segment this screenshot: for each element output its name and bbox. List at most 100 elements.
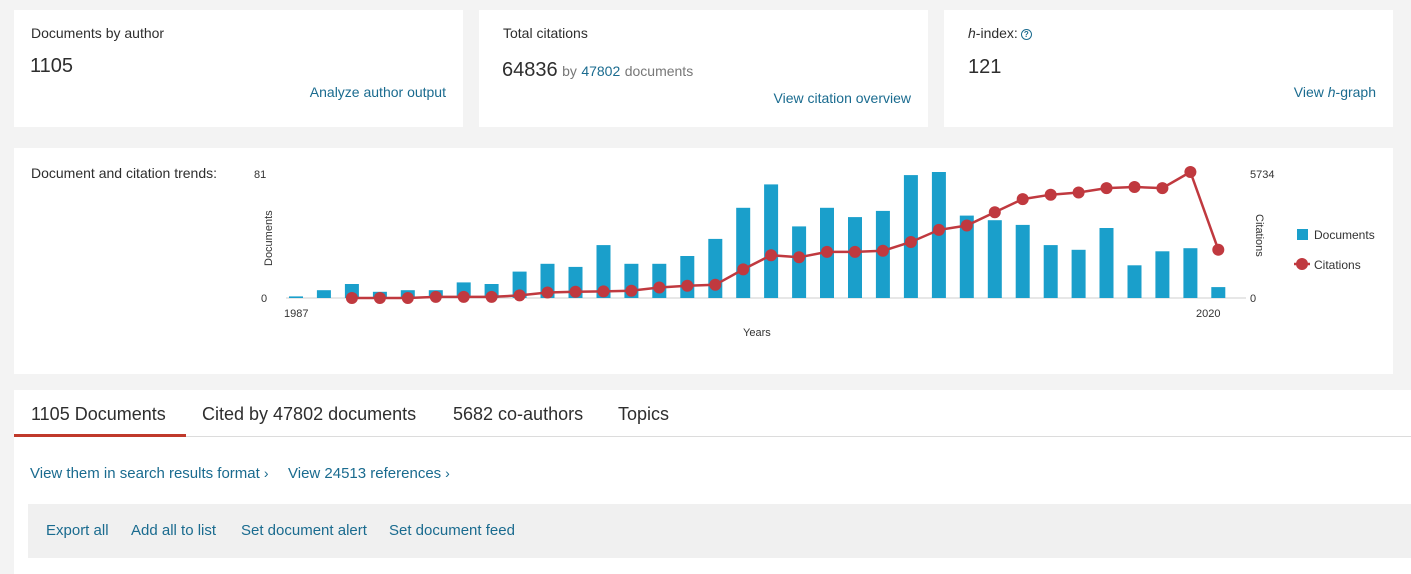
- chevron-right-icon: ›: [263, 465, 269, 481]
- documents-bar-2014: [1043, 245, 1058, 298]
- citations-point-2011: [960, 219, 973, 232]
- legend-documents-label: Documents: [1314, 228, 1375, 242]
- documents-bar-1988: [316, 290, 331, 298]
- trends-label: Document and citation trends:: [31, 165, 217, 181]
- citations-metric-row: 64836 by 47802 documents: [502, 59, 693, 82]
- hgraph-link-suffix: -graph: [1335, 84, 1376, 100]
- legend-documents-swatch: [1297, 229, 1308, 240]
- citations-line: [345, 166, 1225, 304]
- documents-bar-2003: [736, 207, 751, 298]
- documents-metric-card: Documents by author 1105 Analyze author …: [14, 10, 463, 127]
- citations-point-1997: [569, 285, 582, 298]
- documents-bar-1998: [596, 245, 611, 298]
- documents-bar-2012: [987, 220, 1002, 298]
- hgraph-link-italic: h: [1327, 84, 1336, 100]
- citations-point-2020: [1212, 243, 1225, 256]
- citations-point-1991: [401, 292, 414, 304]
- tab-co-authors[interactable]: 5682 co-authors: [453, 404, 584, 424]
- documents-bar-1987: [289, 296, 303, 298]
- citations-point-2019: [1184, 166, 1197, 178]
- view-references-label: View 24513 references: [288, 465, 442, 482]
- hindex-label-rest: -index:: [975, 25, 1018, 41]
- chevron-right-icon: ›: [445, 465, 450, 481]
- citations-point-1989: [345, 292, 358, 304]
- documents-bar-2001: [680, 256, 695, 298]
- citations-point-2008: [876, 244, 889, 257]
- documents-metric-label: Documents by author: [31, 25, 165, 41]
- citations-point-1996: [541, 286, 554, 299]
- document-actions-toolbar: Export all Add all to list Set document …: [28, 504, 1411, 558]
- citations-point-2013: [1016, 193, 1029, 206]
- left-axis-min-label: 0: [261, 293, 267, 305]
- citations-point-2007: [849, 245, 861, 258]
- documents-bar-2020: [1211, 287, 1226, 298]
- documents-metric-value: 1105: [30, 55, 74, 77]
- legend-citations-label: Citations: [1314, 258, 1361, 272]
- view-references-link[interactable]: View 24513 references ›: [288, 465, 450, 482]
- citations-line-path: [351, 170, 1220, 300]
- tab-cited-by[interactable]: Cited by 47802 documents: [202, 404, 417, 424]
- x-axis-title: Years: [743, 327, 771, 339]
- citations-point-2015: [1072, 186, 1085, 199]
- add-all-to-list-button[interactable]: Add all to list: [131, 522, 217, 539]
- left-axis-title: Documents: [263, 210, 275, 266]
- citations-metric-card: Total citations 64836 by 47802 documents…: [479, 10, 928, 127]
- x-axis-end-label: 2020: [1196, 308, 1220, 320]
- documents-tabs-panel: 1105 Documents Cited by 47802 documents …: [14, 390, 1411, 574]
- right-axis-max-label: 5734: [1250, 169, 1274, 181]
- set-document-alert-button[interactable]: Set document alert: [241, 522, 367, 539]
- tabs-divider: [14, 436, 1411, 437]
- x-axis-start-label: 1987: [284, 308, 308, 320]
- citing-documents-count-link[interactable]: 47802: [581, 63, 621, 79]
- citations-point-2000: [653, 281, 666, 294]
- export-all-button[interactable]: Export all: [46, 522, 109, 539]
- citations-point-2009: [904, 236, 917, 248]
- documents-bar-2015: [1071, 249, 1086, 298]
- documents-bar-2019: [1183, 248, 1198, 298]
- citations-point-1992: [429, 290, 442, 303]
- citations-point-1998: [597, 285, 610, 298]
- analyze-author-output-link[interactable]: Analyze author output: [309, 84, 446, 100]
- citations-point-2005: [793, 251, 806, 264]
- citations-point-2001: [681, 279, 694, 292]
- tab-topics[interactable]: Topics: [618, 404, 670, 424]
- citations-metric-value: 64836: [502, 59, 558, 81]
- citations-metric-label: Total citations: [503, 25, 588, 41]
- help-icon[interactable]: ?: [1020, 29, 1032, 40]
- hgraph-link-prefix: View: [1293, 84, 1328, 100]
- set-document-feed-button[interactable]: Set document feed: [389, 522, 515, 539]
- documents-bar-2017: [1127, 265, 1142, 298]
- citations-point-2014: [1044, 188, 1057, 201]
- citations-point-2002: [709, 278, 722, 291]
- citations-point-1994: [485, 290, 498, 303]
- right-axis-title: Citations: [1253, 214, 1265, 257]
- left-axis-max-label: 81: [254, 169, 266, 181]
- view-citation-overview-link[interactable]: View citation overview: [773, 90, 911, 106]
- citations-point-2018: [1156, 182, 1169, 195]
- documents-bar-2013: [1015, 224, 1030, 298]
- citations-point-1999: [625, 284, 638, 297]
- citations-point-2010: [932, 223, 945, 236]
- documents-bar-2011: [959, 215, 974, 298]
- citations-point-1995: [513, 289, 526, 302]
- hindex-label-italic: h: [968, 25, 976, 41]
- chart-legend: Documents Citations: [1294, 228, 1375, 272]
- trends-card: Document and citation trends: 81 0 Docum…: [14, 148, 1393, 374]
- view-search-results-link[interactable]: View them in search results format ›: [30, 465, 268, 482]
- citations-point-2004: [765, 249, 778, 262]
- active-tab-indicator: [14, 434, 186, 437]
- citations-point-2012: [988, 206, 1001, 219]
- citations-point-2017: [1128, 181, 1141, 193]
- legend-citations-marker: [1296, 258, 1308, 270]
- documents-bar-2004: [764, 184, 779, 298]
- hindex-metric-value: 121: [968, 56, 1002, 78]
- citations-point-1993: [457, 290, 470, 303]
- citations-point-2016: [1100, 182, 1113, 195]
- view-search-results-label: View them in search results format: [30, 465, 260, 482]
- documents-bar-2016: [1099, 228, 1114, 298]
- tab-documents[interactable]: 1105 Documents: [31, 404, 166, 424]
- citations-by-text: by: [562, 63, 577, 79]
- right-axis-min-label: 0: [1250, 293, 1256, 305]
- citations-by-suffix: documents: [624, 63, 694, 79]
- view-hgraph-link[interactable]: View h-graph: [1294, 84, 1376, 100]
